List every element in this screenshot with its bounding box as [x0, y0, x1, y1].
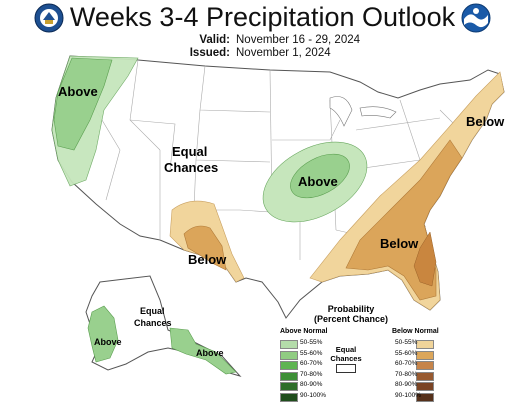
alaska-equal-label-line2: Chances [134, 318, 172, 328]
legend-equal-line2: Chances [330, 354, 362, 363]
legend-below-label: 80-90% [395, 381, 418, 388]
alaska-equal-label-line1: Equal [140, 306, 165, 316]
valid-line: Valid: November 16 - 29, 2024 [186, 34, 360, 46]
legend-equal-swatch [336, 364, 356, 373]
equal-chances-label-line1: Equal [172, 144, 207, 159]
legend-below-swatch [416, 340, 434, 349]
legend-below-label: 70-80% [395, 370, 418, 378]
legend-below-header: Below Normal [392, 328, 439, 335]
west-above-mid-region [53, 57, 113, 151]
legend-equal-line1: Equal [335, 345, 357, 354]
legend-above-label: 55-60% [300, 349, 323, 357]
southeast-below-label: Below [380, 236, 419, 251]
legend-below-label: 60-70% [395, 360, 418, 367]
northeast-below-label: Below [466, 114, 505, 129]
commerce-logo-icon [34, 3, 64, 33]
legend-above-label: 90-100% [300, 391, 327, 399]
west-above-label: Above [58, 84, 98, 99]
central-above-mid-region [290, 153, 350, 199]
legend-below-swatch [416, 392, 434, 402]
legend-equal-chances: Equal Chances [326, 345, 366, 363]
issued-line: Issued: November 1, 2024 [186, 47, 331, 59]
page-title: Weeks 3-4 Precipitation Outlook [69, 2, 456, 32]
legend-below-swatch [416, 382, 434, 391]
issued-label: Issued: [189, 47, 230, 59]
valid-label: Valid: [199, 34, 230, 46]
legend-above-swatch [280, 350, 298, 360]
issued-date: November 1, 2024 [236, 47, 331, 59]
legend-above-header: Above Normal [280, 328, 328, 335]
central-above-label: Above [298, 174, 338, 189]
legend-below-swatch [416, 371, 434, 381]
equal-chances-label-line2: Chances [164, 160, 218, 175]
legend-above-label: 50-55% [300, 339, 323, 346]
legend-above-swatch [280, 361, 298, 370]
legend-above-label: 60-70% [300, 360, 323, 367]
alaska-west-above-label: Above [94, 337, 122, 347]
southwest-below-mid-region [183, 225, 227, 271]
valid-dates: November 16 - 29, 2024 [236, 34, 361, 46]
southwest-below-label: Below [188, 252, 227, 267]
east-below-dark-region [413, 231, 437, 287]
legend-above-label: 70-80% [300, 370, 323, 378]
legend-above-swatch [280, 340, 298, 349]
legend-above-swatch [280, 382, 298, 391]
noaa-logo-icon [461, 3, 491, 33]
legend-title: Probability (Percent Chance) [306, 304, 396, 324]
alaska-southeast-above-label: Above [196, 348, 224, 358]
legend-above-swatch [280, 371, 298, 381]
alaska-southeast-above-region [169, 327, 237, 375]
legend-below-swatch [416, 350, 434, 360]
legend-title-line2: (Percent Chance) [313, 314, 389, 324]
legend-above-swatch [280, 392, 298, 402]
great-lakes [329, 96, 397, 127]
legend-title-line1: Probability [327, 304, 375, 314]
legend-above-label: 80-90% [300, 381, 323, 388]
alaska-west-above-region [87, 305, 119, 363]
legend-below-label: 90-100% [395, 391, 422, 399]
legend-below-swatch [416, 361, 434, 370]
legend-below-label: 55-60% [395, 349, 418, 357]
legend-below-label: 50-55% [395, 339, 418, 346]
